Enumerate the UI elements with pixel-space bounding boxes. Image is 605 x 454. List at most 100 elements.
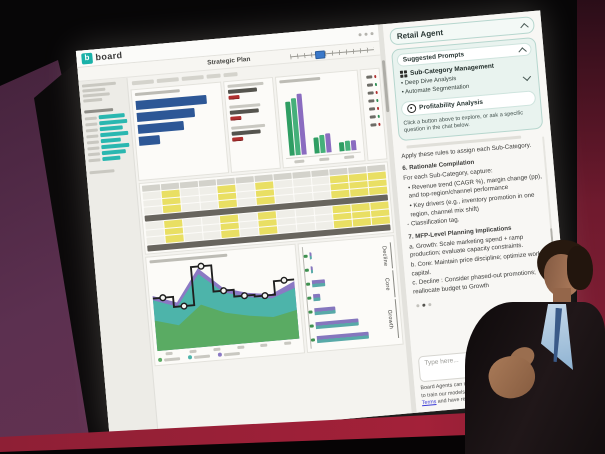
area-chart-panel — [145, 243, 305, 367]
bar — [344, 141, 351, 151]
group-label-growth: Growth — [381, 298, 400, 340]
bar — [310, 265, 313, 273]
table-cell — [181, 203, 200, 212]
table-cell — [334, 219, 353, 228]
label-skeleton — [85, 127, 98, 132]
column-chart-panel — [274, 69, 366, 169]
suggested-prompts-card: Suggested Prompts Sub-Category Managemen… — [390, 36, 544, 141]
label-skeleton — [88, 157, 101, 162]
label-skeleton — [86, 133, 99, 138]
kpi-panel — [222, 76, 281, 174]
bar — [325, 133, 332, 153]
page-title: Strategic Plan — [206, 55, 251, 67]
table-cell — [259, 226, 278, 235]
tick — [310, 337, 315, 342]
bar-row — [302, 245, 376, 260]
table-cell — [369, 186, 388, 195]
tick — [309, 323, 314, 328]
bar — [314, 317, 359, 329]
column-group — [334, 82, 357, 152]
bar — [312, 293, 321, 301]
metric-bar — [102, 155, 121, 162]
bar-row — [309, 315, 382, 330]
bar-row — [305, 273, 378, 288]
sidebar-metric-list — [84, 112, 131, 163]
group-label-core: Core — [379, 270, 396, 298]
subcategory-panel: Decline Core Growth — [297, 235, 404, 354]
table-cell — [350, 188, 369, 197]
subcategory-hbar-chart — [301, 240, 384, 349]
brand-name: board — [95, 50, 123, 63]
bar — [138, 134, 161, 146]
table-cell — [371, 216, 391, 225]
bar — [338, 142, 345, 152]
table-cell — [352, 218, 372, 227]
label-skeleton — [87, 151, 101, 156]
table-cell — [315, 221, 334, 230]
suggested-prompts-label: Suggested Prompts — [402, 51, 465, 64]
table-cell — [183, 232, 203, 241]
bar — [350, 139, 357, 151]
table-cell — [294, 193, 313, 202]
label-skeleton — [86, 139, 99, 144]
tick — [307, 309, 313, 314]
table-cell — [146, 236, 165, 245]
sidebar-text — [82, 92, 111, 98]
kpi-tile — [226, 81, 271, 100]
table-cell — [312, 191, 332, 200]
tick — [305, 282, 310, 286]
chevron-up-icon[interactable] — [520, 22, 529, 32]
stacked-area-chart — [152, 262, 300, 352]
sidebar-text — [83, 97, 103, 103]
board-logo-icon: b — [81, 52, 94, 65]
bar-row — [307, 301, 381, 316]
kpi-tile — [228, 102, 273, 121]
bar — [311, 278, 325, 287]
bar-row — [306, 287, 379, 302]
table-cell — [200, 201, 219, 210]
header-menu-icons[interactable] — [358, 31, 374, 36]
agent-title: Retail Agent — [396, 27, 444, 42]
label-skeleton — [85, 121, 98, 127]
table-cell — [256, 196, 275, 205]
label-skeleton — [84, 115, 97, 121]
bar — [308, 251, 313, 259]
column-group — [309, 84, 332, 154]
projection-screen: b board Strategic Plan — [75, 10, 575, 440]
grid-icon — [399, 70, 408, 78]
table-cell — [202, 231, 222, 240]
presenter-hair-back — [567, 246, 593, 290]
table-cell — [218, 199, 238, 208]
bar — [316, 331, 370, 343]
revenue-bar-panel — [130, 81, 229, 182]
grouped-column-chart — [279, 79, 361, 160]
profitability-analysis-label: Profitability Analysis — [418, 98, 484, 111]
table-cell — [331, 190, 350, 199]
column-group — [284, 87, 307, 156]
presenter — [457, 162, 605, 454]
terms-link[interactable]: Terms — [421, 399, 437, 407]
slider-handle[interactable] — [315, 50, 326, 60]
sidebar-text — [89, 169, 115, 175]
label-skeleton — [87, 145, 100, 150]
tick — [306, 296, 311, 300]
group-label-decline: Decline — [376, 242, 394, 270]
tick — [302, 254, 308, 258]
table-cell — [165, 234, 184, 243]
sidebar-text — [81, 81, 116, 88]
left-hbar-chart — [135, 92, 224, 177]
bar-row — [310, 329, 383, 344]
table-cell — [221, 229, 240, 238]
table-cell — [143, 206, 163, 215]
pie-icon — [406, 103, 417, 113]
bar — [313, 305, 336, 315]
table-cell — [277, 224, 297, 233]
table-cell — [296, 222, 315, 231]
table-cell — [237, 198, 257, 207]
table-cell — [162, 204, 181, 213]
table-cell — [275, 194, 294, 203]
tick — [304, 268, 309, 272]
table-cell — [240, 227, 259, 236]
chevron-up-icon[interactable] — [518, 46, 527, 56]
